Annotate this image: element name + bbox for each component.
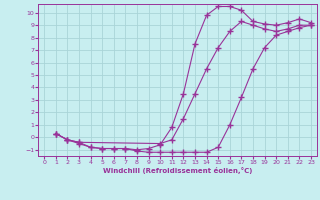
X-axis label: Windchill (Refroidissement éolien,°C): Windchill (Refroidissement éolien,°C) [103,167,252,174]
